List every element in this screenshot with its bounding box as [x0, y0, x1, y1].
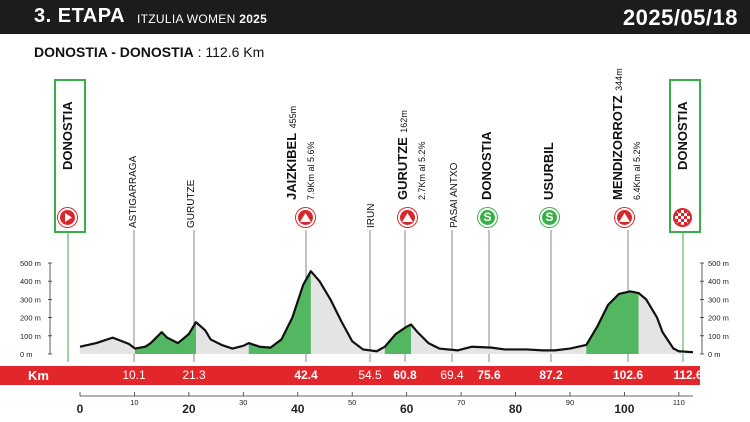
km-bar-label: Km [28, 368, 49, 383]
km-value: 87.2 [539, 368, 563, 382]
x-tick-label: 90 [566, 398, 574, 407]
climb-segment [384, 324, 411, 354]
x-tick-label: 50 [348, 398, 356, 407]
x-tick-label: 10 [130, 398, 138, 407]
x-tick-label: 30 [239, 398, 247, 407]
profile-line [79, 270, 694, 354]
alt-label-right: 300 m [708, 295, 729, 304]
sprint-1-icon: S [478, 208, 497, 227]
km-value: 10.1 [122, 368, 146, 382]
km-value: 21.3 [182, 368, 206, 382]
alt-label-left: 200 m [20, 314, 41, 323]
km-value: 42.4 [294, 368, 318, 382]
alt-label-right: 0 m [708, 350, 721, 359]
alt-label-left: 400 m [20, 277, 41, 286]
climb-segment [248, 271, 311, 354]
sprint-2-icon: S [540, 208, 559, 227]
alt-label-right: 100 m [708, 332, 729, 341]
stage-date: 2025/05/18 [622, 5, 738, 30]
km-value: 69.4 [440, 368, 464, 382]
kom-cat-1-icon [296, 208, 315, 227]
finish-box [669, 79, 701, 233]
climb-segment [586, 291, 639, 354]
km-value: 75.6 [477, 368, 501, 382]
stage-title: 3. ETAPA [34, 5, 126, 27]
x-tick-label: 40 [291, 402, 305, 416]
x-tick-label: 110 [673, 398, 685, 407]
km-bar: Km [0, 366, 700, 385]
km-value: 102.6 [612, 368, 644, 382]
alt-label-right: 200 m [708, 314, 729, 323]
x-tick-label: 100 [614, 402, 634, 416]
alt-label-right: 500 m [708, 259, 729, 268]
x-tick-label: 70 [457, 398, 465, 407]
alt-label-right: 400 m [708, 277, 729, 286]
x-tick-label: 60 [400, 402, 414, 416]
km-value: 112.6 [673, 368, 703, 382]
kom-cat-2-icon [615, 208, 634, 227]
start-box [54, 79, 86, 233]
alt-label-left: 100 m [20, 332, 41, 341]
km-value: 60.8 [393, 368, 417, 382]
finish-checkered-icon [673, 208, 692, 227]
race-name: ITZULIA WOMEN 2025 [137, 12, 268, 26]
km-value: 54.5 [358, 368, 382, 382]
start-flag-icon [58, 208, 77, 227]
alt-label-left: 500 m [20, 259, 41, 268]
climb-segment [134, 322, 196, 354]
kom-cat-3-icon [398, 208, 417, 227]
alt-label-left: 300 m [20, 295, 41, 304]
route-info: DONOSTIA - DONOSTIA : 112.6 Km [34, 44, 265, 60]
x-tick-label: 0 [77, 402, 84, 416]
header-bar: 3. ETAPA ITZULIA WOMEN 2025 2025/05/18 [0, 0, 750, 34]
alt-label-left: 0 m [20, 350, 33, 359]
x-tick-label: 80 [509, 402, 523, 416]
x-tick-label: 20 [182, 402, 196, 416]
